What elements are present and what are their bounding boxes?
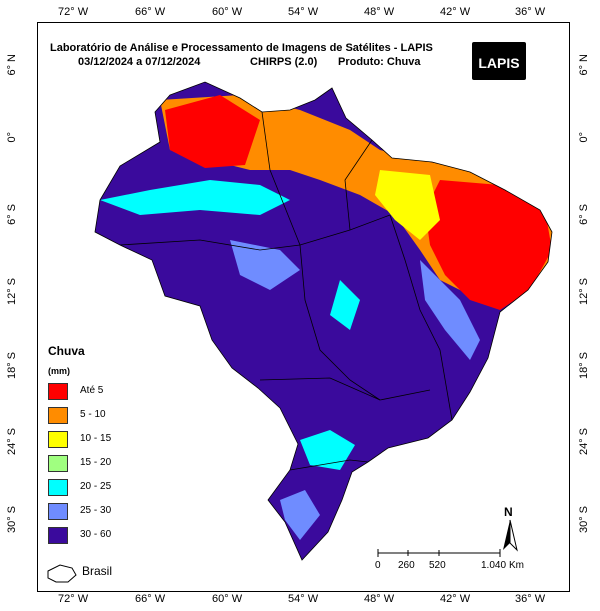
lon-tick-top: 54° W	[288, 6, 319, 18]
inset-label: Brasil	[82, 564, 113, 578]
legend-swatch	[48, 503, 68, 520]
lon-tick-top: 48° W	[364, 6, 395, 18]
legend-title: Chuva	[48, 344, 85, 358]
legend-label: 20 - 25	[80, 481, 112, 492]
legend-label: 15 - 20	[80, 457, 112, 468]
scale-bar	[377, 549, 501, 557]
north-label: N	[504, 505, 513, 519]
product-label: Produto: Chuva	[338, 56, 421, 68]
scale-label: 1.040	[481, 560, 507, 571]
date-range: 03/12/2024 a 07/12/2024	[78, 56, 201, 68]
lon-tick-top: 36° W	[515, 6, 546, 18]
lon-tick-bottom: 48° W	[364, 593, 395, 605]
map-title: Laboratório de Análise e Processamento d…	[50, 42, 433, 54]
lapis-logo: LAPIS	[472, 42, 526, 80]
scale-unit: Km	[509, 560, 524, 571]
legend-label: 10 - 15	[80, 433, 112, 444]
legend-label: 30 - 60	[80, 529, 112, 540]
lon-tick-bottom: 60° W	[212, 593, 243, 605]
lon-tick-bottom: 66° W	[135, 593, 166, 605]
legend-swatch	[48, 527, 68, 544]
legend-swatch	[48, 479, 68, 496]
lon-tick-top: 66° W	[135, 6, 166, 18]
legend-label: 25 - 30	[80, 505, 112, 516]
legend-label: Até 5	[80, 385, 104, 396]
lon-tick-bottom: 54° W	[288, 593, 319, 605]
scale-label: 520	[429, 560, 446, 571]
lon-tick-bottom: 36° W	[515, 593, 546, 605]
legend-label: 5 - 10	[80, 409, 106, 420]
lon-tick-top: 72° W	[58, 6, 89, 18]
data-source: CHIRPS (2.0)	[250, 56, 318, 68]
lon-tick-top: 42° W	[440, 6, 471, 18]
scale-label: 260	[398, 560, 415, 571]
scale-label: 0	[375, 560, 381, 571]
legend-swatch	[48, 383, 68, 400]
lon-tick-bottom: 72° W	[58, 593, 89, 605]
brasil-inset-icon	[47, 564, 77, 583]
legend-unit: (mm)	[48, 366, 70, 376]
north-arrow-icon	[503, 519, 518, 552]
lon-tick-bottom: 42° W	[440, 593, 471, 605]
lon-tick-top: 60° W	[212, 6, 243, 18]
lapis-logo-text: LAPIS	[478, 55, 520, 71]
legend-swatch	[48, 431, 68, 448]
legend-swatch	[48, 455, 68, 472]
legend-swatch	[48, 407, 68, 424]
